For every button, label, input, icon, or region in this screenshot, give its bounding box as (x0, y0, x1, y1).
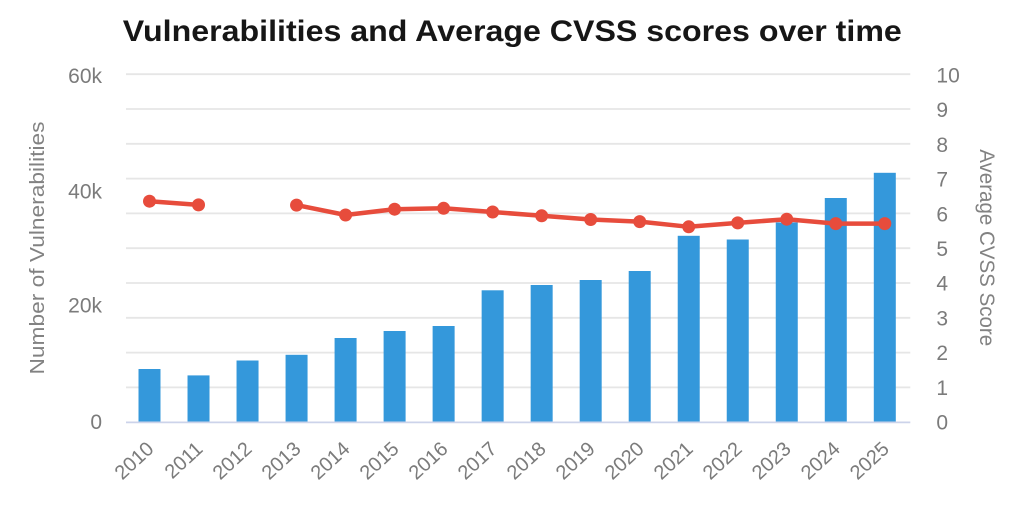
svg-text:Average CVSS Score: Average CVSS Score (975, 149, 998, 346)
svg-text:10: 10 (936, 64, 959, 87)
svg-text:1: 1 (936, 377, 948, 400)
svg-text:2: 2 (936, 342, 948, 365)
svg-text:5: 5 (936, 238, 948, 261)
svg-text:0: 0 (936, 412, 948, 435)
svg-text:6: 6 (936, 203, 948, 226)
svg-text:Number of Vulnerabilities: Number of Vulnerabilities (26, 121, 49, 374)
svg-text:7: 7 (936, 169, 948, 192)
svg-text:3: 3 (936, 307, 948, 330)
svg-text:9: 9 (936, 99, 948, 122)
svg-text:4: 4 (936, 273, 948, 296)
svg-text:40k: 40k (68, 181, 102, 204)
svg-text:Vulnerabilities and Average CV: Vulnerabilities and Average CVSS scores … (123, 15, 902, 48)
svg-text:0: 0 (90, 411, 102, 434)
svg-text:8: 8 (936, 134, 948, 157)
svg-text:20k: 20k (68, 295, 102, 318)
svg-text:60k: 60k (68, 65, 102, 88)
